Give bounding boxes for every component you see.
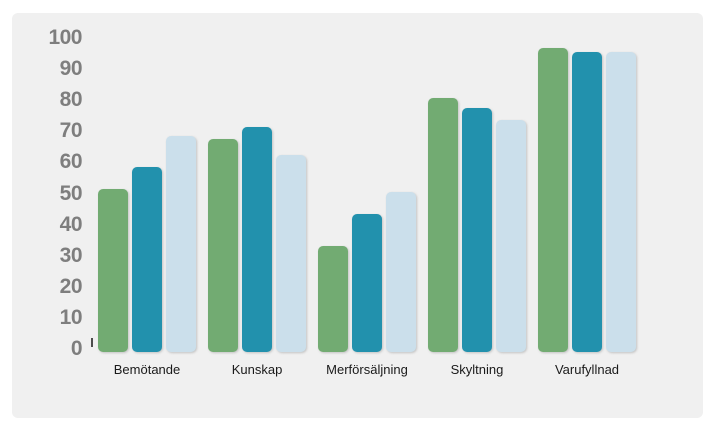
y-axis-label-30: 30: [59, 243, 83, 267]
y-axis-label-100: 100: [48, 26, 82, 49]
bar-series-lightblue-skyltning[interactable]: [496, 120, 526, 352]
y-axis-label-40: 40: [59, 212, 83, 236]
category-label-merförsäljning: Merförsäljning: [326, 362, 408, 377]
bar-series-green-kunskap[interactable]: [208, 139, 238, 352]
bar-series-lightblue-kunskap[interactable]: [276, 155, 306, 352]
y-axis-label-20: 20: [59, 274, 83, 298]
y-axis-label-0: 0: [70, 337, 83, 360]
y-axis-label-10: 10: [59, 305, 83, 329]
bar-series-teal-bemötande[interactable]: [132, 167, 162, 352]
bar-series-green-varufyllnad[interactable]: [538, 48, 568, 352]
y-axis-zero-tick: [91, 338, 93, 347]
bar-series-lightblue-bemötande[interactable]: [166, 136, 196, 352]
bar-series-teal-varufyllnad[interactable]: [572, 52, 602, 352]
category-label-skyltning: Skyltning: [450, 362, 504, 377]
bar-series-green-merförsäljning[interactable]: [318, 246, 348, 352]
bar-series-teal-merförsäljning[interactable]: [352, 214, 382, 352]
y-axis-label-60: 60: [59, 150, 83, 174]
plot-area: 0 10 20 30 40 50 60 70 80 90 100 Bemötande Kunskap Me…: [12, 13, 703, 418]
bar-series-teal-skyltning[interactable]: [462, 108, 492, 352]
y-axis-label-70: 70: [59, 119, 83, 143]
bar-series-lightblue-merförsäljning[interactable]: [386, 192, 416, 352]
chart-card: 0 10 20 30 40 50 60 70 80 90 100 Bemötande Kunskap Me…: [12, 13, 703, 418]
y-axis-label-80: 80: [59, 88, 83, 112]
bar-series-lightblue-varufyllnad[interactable]: [606, 52, 636, 352]
bar-series-green-bemötande[interactable]: [98, 189, 128, 352]
y-axis-label-50: 50: [59, 181, 83, 205]
y-axis-label-90: 90: [59, 57, 83, 81]
bar-series-teal-kunskap[interactable]: [242, 127, 272, 352]
bar-series-green-skyltning[interactable]: [428, 98, 458, 352]
category-label-varufyllnad: Varufyllnad: [554, 362, 620, 377]
category-label-kunskap: Kunskap: [231, 362, 283, 377]
category-label-bemötande: Bemötande: [113, 362, 181, 377]
